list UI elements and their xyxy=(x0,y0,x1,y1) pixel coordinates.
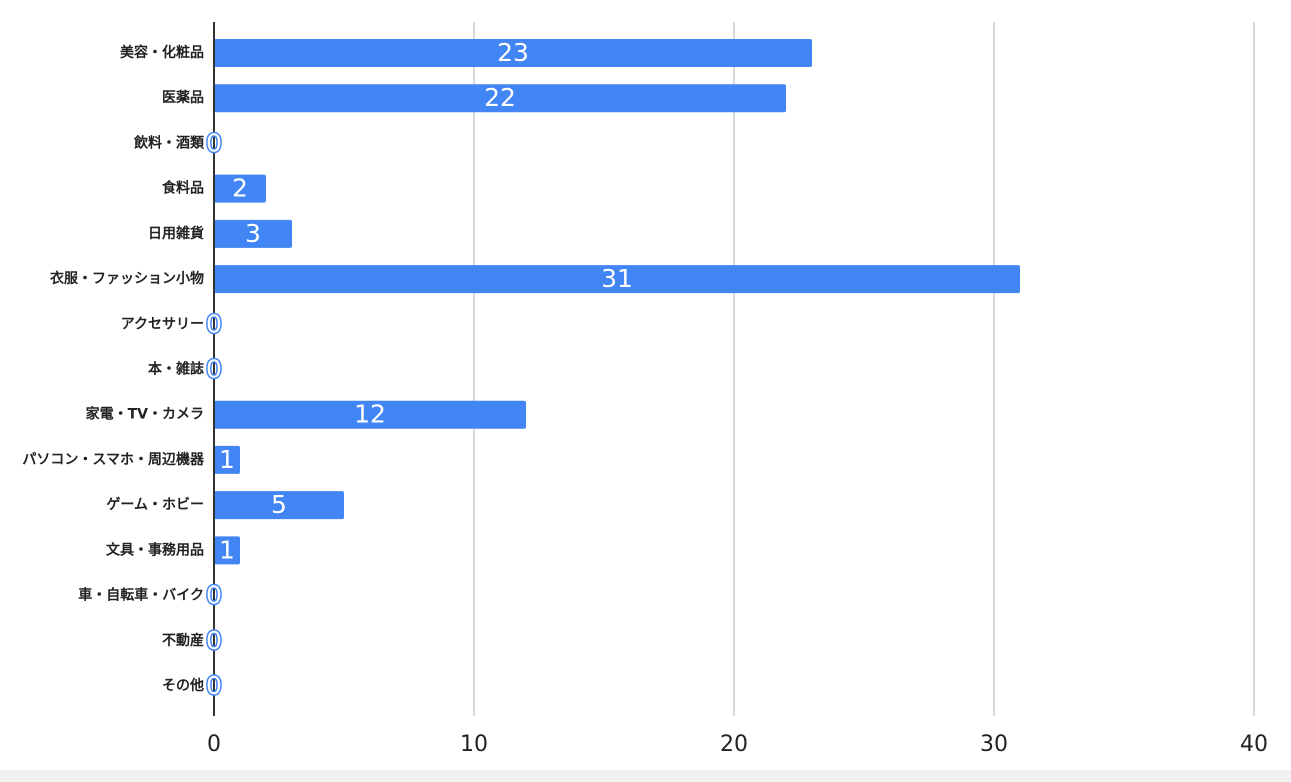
value-label: 1 xyxy=(219,535,235,564)
y-tick-label: 家電・TV・カメラ xyxy=(86,406,204,423)
y-tick-label: 文具・事務用品 xyxy=(106,541,204,558)
bar xyxy=(214,265,1020,294)
value-label: 3 xyxy=(245,219,261,248)
bottom-strip xyxy=(0,770,1291,782)
x-tick-label: 0 xyxy=(207,732,221,757)
y-tick-label: 医薬品 xyxy=(162,89,204,106)
y-tick-label: 本・雑誌 xyxy=(148,361,204,378)
x-tick-label: 40 xyxy=(1240,732,1268,757)
y-tick-label: その他 xyxy=(162,677,204,694)
bar xyxy=(214,219,292,248)
bar xyxy=(214,491,344,520)
y-tick-label: 日用雑貨 xyxy=(148,225,204,242)
bar xyxy=(214,400,526,429)
y-tick-label: 衣服・ファッション小物 xyxy=(50,270,204,287)
value-label: 22 xyxy=(484,83,516,112)
value-label: 1 xyxy=(219,445,235,474)
value-label: 5 xyxy=(271,490,287,519)
value-label: 0 xyxy=(206,309,222,338)
value-label: 0 xyxy=(206,671,222,700)
x-tick-label: 20 xyxy=(720,732,748,757)
y-tick-label: 美容・化粧品 xyxy=(120,44,204,61)
value-label: 31 xyxy=(601,264,633,293)
value-label: 2 xyxy=(232,174,248,203)
y-tick-label: パソコン・スマホ・周辺機器 xyxy=(22,451,205,468)
value-label: 23 xyxy=(497,38,529,67)
x-tick-label: 30 xyxy=(980,732,1008,757)
bar xyxy=(214,536,240,565)
y-tick-label: 車・自転車・バイク xyxy=(78,587,204,604)
value-label: 0 xyxy=(206,128,222,157)
y-tick-label: アクセサリー xyxy=(121,316,204,332)
y-tick-label: 不動産 xyxy=(162,632,204,649)
bar xyxy=(214,84,786,113)
value-label: 12 xyxy=(354,400,386,429)
y-tick-label: 食料品 xyxy=(162,180,204,197)
bar xyxy=(214,174,266,203)
bar xyxy=(214,39,812,67)
value-label: 0 xyxy=(206,626,222,655)
y-tick-label: ゲーム・ホビー xyxy=(106,496,204,513)
value-label: 0 xyxy=(206,581,222,610)
value-label: 0 xyxy=(206,355,222,384)
x-tick-label: 10 xyxy=(460,732,488,757)
y-tick-label: 飲料・酒類 xyxy=(133,134,205,151)
bar xyxy=(214,445,240,474)
